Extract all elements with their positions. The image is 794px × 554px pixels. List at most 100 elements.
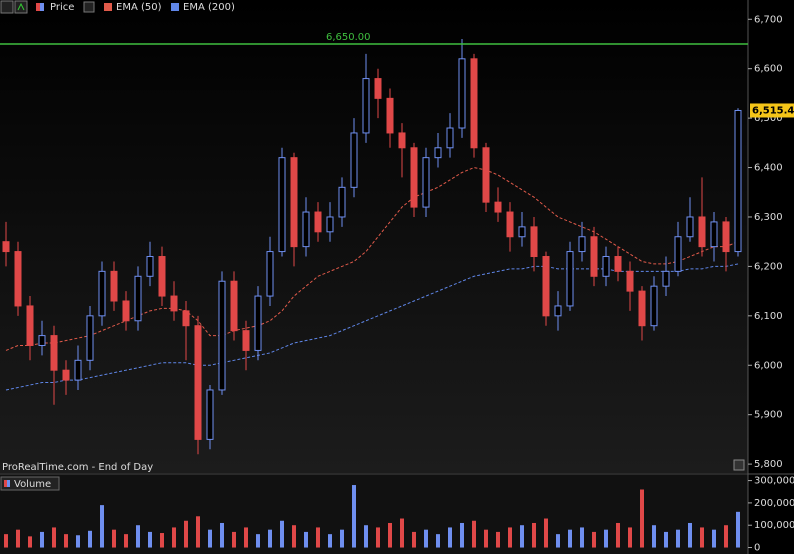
volume-bar [472,520,476,548]
candle-body [614,256,622,272]
candle-body [662,270,670,287]
candle-body [242,330,250,351]
last-price-label: 6,515.47 [752,105,794,116]
candle-body [362,78,370,134]
candle-body [446,127,454,149]
candle-body [50,335,58,371]
volume-bar [160,533,164,548]
volume-bar [148,531,152,548]
volume-bar [604,529,608,548]
candle-body [386,97,394,134]
y-tick-label: 200,000 [754,498,794,509]
candle-body [38,335,46,346]
candle-body [266,251,274,297]
volume-title: Volume [14,479,51,490]
candle-body [326,216,334,233]
volume-bar [436,534,440,548]
volume-bar [364,525,368,548]
legend-swatch [40,3,44,11]
volume-bar [244,527,248,548]
volume-bar [484,529,488,548]
candle-body [230,280,238,332]
candle-body [590,236,598,277]
candle-body [686,216,694,238]
volume-bar [40,531,44,548]
candle-body [494,201,502,213]
volume-bar [52,527,56,548]
candle-body [542,256,550,317]
candle-body [86,315,94,361]
y-tick-label: 6,300 [754,212,783,223]
volume-bar [208,529,212,548]
volume-bar [124,534,128,548]
legend-swatch [7,480,10,487]
volume-bar [352,485,356,548]
candle-body [122,300,130,322]
candle-body [182,310,190,327]
candle-body [398,132,406,149]
candle-body [74,359,82,381]
volume-bar [64,534,68,548]
volume-bar [4,534,8,548]
volume-bar [508,527,512,548]
volume-bar [448,527,452,548]
volume-bar [172,527,176,548]
volume-bar [424,529,428,548]
volume-bar [100,505,104,548]
volume-bar [280,520,284,548]
candle-body [458,58,466,129]
y-tick-label: 6,700 [754,14,783,25]
candle-body [566,251,574,307]
candle-body [626,270,634,292]
volume-legend-box [0,476,60,491]
candle-body [650,285,658,327]
candle-body [290,157,298,248]
y-tick-label: 6,100 [754,311,783,322]
volume-bar [316,527,320,548]
candle-body [134,275,142,322]
candle-body [26,305,34,346]
candle-body [14,251,22,307]
candle-body [278,157,286,253]
candle-body [422,157,430,208]
candle-body [302,211,310,248]
volume-bar [568,529,572,548]
info-button[interactable] [733,459,745,471]
volume-bar [376,527,380,548]
volume-bar [532,522,536,548]
candle-body [710,221,718,248]
price-panel [0,0,748,473]
volume-bar [736,511,740,548]
volume-bar [592,531,596,548]
candle-body [110,270,118,302]
volume-bar [664,531,668,548]
y-tick-label: 5,900 [754,410,783,421]
volume-bar [16,529,20,548]
volume-bar [496,531,500,548]
legend-label: EMA (50) [116,2,162,13]
last-price-box [750,103,794,118]
icon [17,2,25,11]
candle-body [170,295,178,312]
tool-button[interactable] [0,0,14,14]
y-tick-label: 6,400 [754,163,783,174]
y-tick-label: 5,800 [754,459,783,470]
y-tick-label: 6,000 [754,360,783,371]
candle-body [434,147,442,159]
candle-body [410,147,418,208]
volume-bar [112,529,116,548]
tool-button[interactable] [14,0,28,14]
menu-button[interactable] [83,1,95,13]
candle-body [530,226,538,258]
volume-bar [556,534,560,548]
volume-bar [256,534,260,548]
legend-label: EMA (200) [183,2,235,13]
candle-body [506,211,514,238]
candle-body [254,295,262,351]
legend-swatch [4,480,7,487]
candle-body [722,221,730,253]
volume-bar [724,525,728,548]
volume-bar [76,535,80,548]
volume-bar [304,531,308,548]
candle-body [218,280,226,391]
